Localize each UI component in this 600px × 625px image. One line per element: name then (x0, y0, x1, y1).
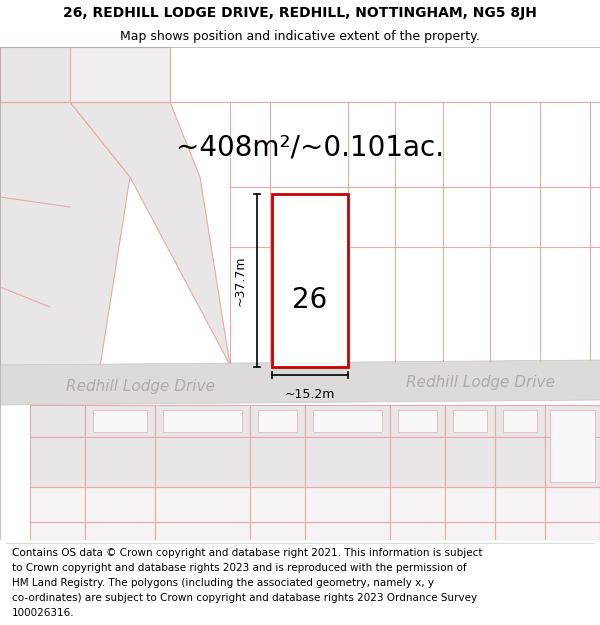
Bar (258, 410, 297, 432)
Bar (445, 522, 495, 540)
Bar (85, 437, 155, 487)
Text: 26: 26 (292, 286, 328, 314)
Bar (305, 487, 390, 522)
Bar (272, 194, 348, 367)
Bar (495, 437, 545, 487)
Bar (163, 410, 242, 432)
Bar (155, 437, 250, 487)
Bar (305, 405, 390, 437)
Bar (550, 410, 595, 482)
Bar (155, 522, 250, 540)
Bar (390, 522, 445, 540)
Polygon shape (0, 102, 130, 367)
Polygon shape (70, 47, 170, 102)
Bar (155, 487, 250, 522)
Bar (250, 437, 305, 487)
Bar (250, 487, 305, 522)
Bar (250, 405, 305, 437)
Bar (30, 405, 85, 437)
Text: Redhill Lodge Drive: Redhill Lodge Drive (406, 376, 554, 391)
Text: co-ordinates) are subject to Crown copyright and database rights 2023 Ordnance S: co-ordinates) are subject to Crown copyr… (12, 593, 477, 603)
Bar (545, 437, 600, 487)
Bar (390, 487, 445, 522)
Bar (390, 437, 445, 487)
Bar (545, 405, 600, 437)
Bar (445, 487, 495, 522)
Bar (390, 405, 445, 437)
Bar (305, 437, 390, 487)
Bar (250, 522, 305, 540)
Bar (495, 487, 545, 522)
Bar (155, 405, 250, 437)
Text: Map shows position and indicative extent of the property.: Map shows position and indicative extent… (120, 30, 480, 43)
Bar (545, 522, 600, 540)
Bar (85, 405, 155, 437)
Polygon shape (70, 102, 230, 365)
Bar (445, 405, 495, 437)
Bar (30, 522, 85, 540)
Text: ~408m²/~0.101ac.: ~408m²/~0.101ac. (176, 133, 444, 161)
Bar (305, 522, 390, 540)
Bar (30, 487, 85, 522)
Bar (445, 437, 495, 487)
Bar (495, 522, 545, 540)
Text: 26, REDHILL LODGE DRIVE, REDHILL, NOTTINGHAM, NG5 8JH: 26, REDHILL LODGE DRIVE, REDHILL, NOTTIN… (63, 6, 537, 20)
Text: HM Land Registry. The polygons (including the associated geometry, namely x, y: HM Land Registry. The polygons (includin… (12, 578, 434, 588)
Text: 100026316.: 100026316. (12, 608, 74, 618)
Text: Contains OS data © Crown copyright and database right 2021. This information is : Contains OS data © Crown copyright and d… (12, 549, 482, 559)
Text: ~15.2m: ~15.2m (285, 389, 335, 401)
Text: ~37.7m: ~37.7m (234, 255, 247, 306)
Bar (93, 410, 147, 432)
Bar (503, 410, 537, 432)
Bar (85, 522, 155, 540)
Bar (313, 410, 382, 432)
Bar (398, 410, 437, 432)
Text: to Crown copyright and database rights 2023 and is reproduced with the permissio: to Crown copyright and database rights 2… (12, 563, 467, 573)
Bar (453, 410, 487, 432)
Polygon shape (0, 360, 600, 405)
Bar (85, 487, 155, 522)
Polygon shape (0, 47, 70, 102)
Bar (30, 437, 85, 487)
Bar (545, 487, 600, 522)
Text: Redhill Lodge Drive: Redhill Lodge Drive (65, 379, 214, 394)
Bar (495, 405, 545, 437)
